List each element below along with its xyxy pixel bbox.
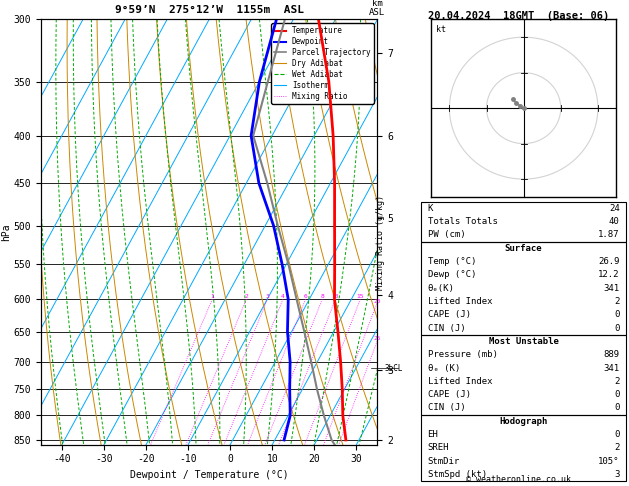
Text: CAPE (J): CAPE (J) (428, 310, 470, 319)
Text: 1: 1 (211, 295, 214, 299)
Text: 15: 15 (357, 295, 364, 299)
Text: Lifted Index: Lifted Index (428, 377, 492, 386)
Text: 9°59’N  275°12’W  1155m  ASL: 9°59’N 275°12’W 1155m ASL (114, 5, 304, 15)
Text: K: K (428, 204, 433, 213)
Text: kt: kt (437, 25, 447, 34)
Text: 0: 0 (615, 430, 620, 439)
Text: 10: 10 (331, 295, 339, 299)
Text: 2: 2 (245, 295, 248, 299)
Text: Temp (°C): Temp (°C) (428, 257, 476, 266)
Text: 24: 24 (609, 204, 620, 213)
Text: Surface: Surface (505, 244, 542, 253)
Text: 25: 25 (374, 336, 381, 341)
Text: 3: 3 (615, 470, 620, 479)
Text: CAPE (J): CAPE (J) (428, 390, 470, 399)
Text: PW (cm): PW (cm) (428, 230, 465, 240)
Text: CIN (J): CIN (J) (428, 324, 465, 332)
Text: CIN (J): CIN (J) (428, 403, 465, 413)
Text: 26.9: 26.9 (598, 257, 620, 266)
Bar (421, 335, 626, 415)
Text: 341: 341 (604, 284, 620, 293)
Text: SREH: SREH (428, 443, 449, 452)
Text: 12.2: 12.2 (598, 270, 620, 279)
Y-axis label: hPa: hPa (1, 223, 11, 241)
Text: © weatheronline.co.uk: © weatheronline.co.uk (467, 474, 571, 484)
Text: Pressure (mb): Pressure (mb) (428, 350, 498, 359)
Text: θₑ(K): θₑ(K) (428, 284, 454, 293)
Text: km
ASL: km ASL (369, 0, 386, 17)
Text: 6: 6 (304, 295, 308, 299)
Bar (421, 202, 626, 242)
Text: Lifted Index: Lifted Index (428, 297, 492, 306)
Text: 0: 0 (615, 310, 620, 319)
Text: 2: 2 (615, 377, 620, 386)
Text: Dewp (°C): Dewp (°C) (428, 270, 476, 279)
Text: 3: 3 (265, 295, 269, 299)
Text: StmDir: StmDir (428, 457, 460, 466)
Text: 0: 0 (615, 324, 620, 332)
Text: EH: EH (428, 430, 438, 439)
Text: 889: 889 (604, 350, 620, 359)
Text: Mixing Ratio (g/kg): Mixing Ratio (g/kg) (376, 195, 385, 291)
Text: 1.87: 1.87 (598, 230, 620, 240)
Text: 40: 40 (609, 217, 620, 226)
Text: Most Unstable: Most Unstable (489, 337, 559, 346)
Text: θₑ (K): θₑ (K) (428, 364, 460, 373)
Text: 341: 341 (604, 364, 620, 373)
Text: 105°: 105° (598, 457, 620, 466)
Text: 8: 8 (320, 295, 324, 299)
Text: 3LCL: 3LCL (384, 364, 403, 373)
Text: 4: 4 (281, 295, 285, 299)
Text: Totals Totals: Totals Totals (428, 217, 498, 226)
Text: 0: 0 (615, 390, 620, 399)
Text: 2: 2 (615, 297, 620, 306)
Bar (421, 415, 626, 481)
Text: 0: 0 (615, 403, 620, 413)
Text: 20: 20 (373, 299, 381, 304)
Text: 20.04.2024  18GMT  (Base: 06): 20.04.2024 18GMT (Base: 06) (428, 11, 610, 21)
X-axis label: Dewpoint / Temperature (°C): Dewpoint / Temperature (°C) (130, 470, 289, 480)
Legend: Temperature, Dewpoint, Parcel Trajectory, Dry Adiabat, Wet Adiabat, Isotherm, Mi: Temperature, Dewpoint, Parcel Trajectory… (271, 23, 374, 104)
Text: Hodograph: Hodograph (499, 417, 548, 426)
Bar (421, 242, 626, 335)
Text: StmSpd (kt): StmSpd (kt) (428, 470, 487, 479)
Text: 2: 2 (615, 443, 620, 452)
